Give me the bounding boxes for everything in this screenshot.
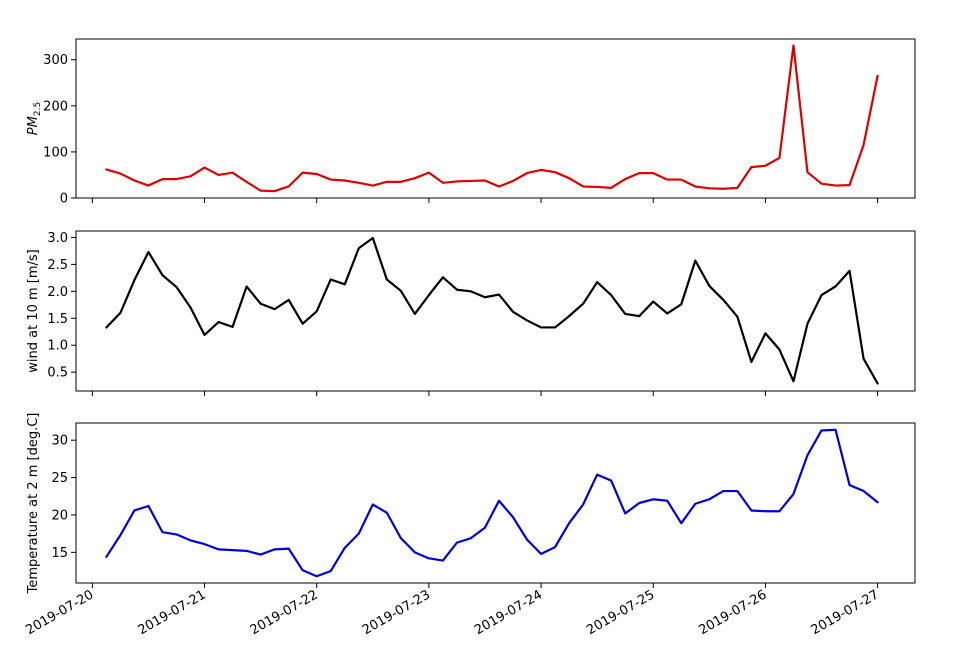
y-tick-label: 2.5	[47, 258, 68, 273]
y-axis-label: wind at 10 m [m/s]	[26, 249, 41, 373]
y-tick-label: 200	[43, 99, 68, 114]
x-tick-label: 2019-07-26	[696, 587, 769, 638]
y-tick-label: 3.0	[47, 231, 68, 246]
x-tick-label: 2019-07-20	[23, 587, 96, 638]
y-tick-label: 25	[51, 471, 68, 486]
y-axis-label-sub: 2.5	[33, 102, 43, 116]
x-tick-label: 2019-07-23	[360, 587, 433, 638]
y-tick-label: 1.5	[47, 312, 68, 327]
panel-bottom: 15 20 25 30 2019-07-20 2019-07-21 2019-07-22 20…	[23, 413, 916, 638]
series-line	[105, 236, 879, 385]
series-line	[105, 428, 879, 578]
axes-frame	[75, 422, 916, 584]
axes-frame	[75, 38, 916, 199]
series-line	[105, 44, 879, 193]
y-tick-label: 30	[51, 434, 68, 449]
y-tick-label: 0.5	[47, 366, 68, 381]
y-axis-label: Temperature at 2 m [deg.C]	[26, 413, 41, 595]
axes-frame	[75, 230, 916, 392]
y-tick-label: 1.0	[47, 339, 68, 354]
y-tick-label: 0	[60, 192, 68, 207]
panel-middle: 0.5 1.0 1.5 2.0 2.5 3.0 wind at 10 m [m/s]	[26, 230, 916, 396]
y-tick-label: 100	[43, 145, 68, 160]
y-tick-label: 2.0	[47, 285, 68, 300]
x-tick-label: 2019-07-21	[136, 587, 209, 638]
x-tick-label: 2019-07-22	[248, 587, 321, 638]
y-tick-label: 15	[51, 546, 68, 561]
y-tick-label: 300	[43, 53, 68, 68]
x-tick-label: 2019-07-24	[472, 587, 545, 638]
panel-top: 0 100 200 300 PM2.5	[26, 38, 916, 207]
x-tick-label: 2019-07-27	[809, 587, 882, 638]
y-axis-label-main: PM	[26, 116, 41, 135]
x-tick-label: 2019-07-25	[584, 587, 657, 638]
y-tick-label: 20	[51, 508, 68, 523]
y-axis-label: PM2.5	[26, 102, 43, 135]
